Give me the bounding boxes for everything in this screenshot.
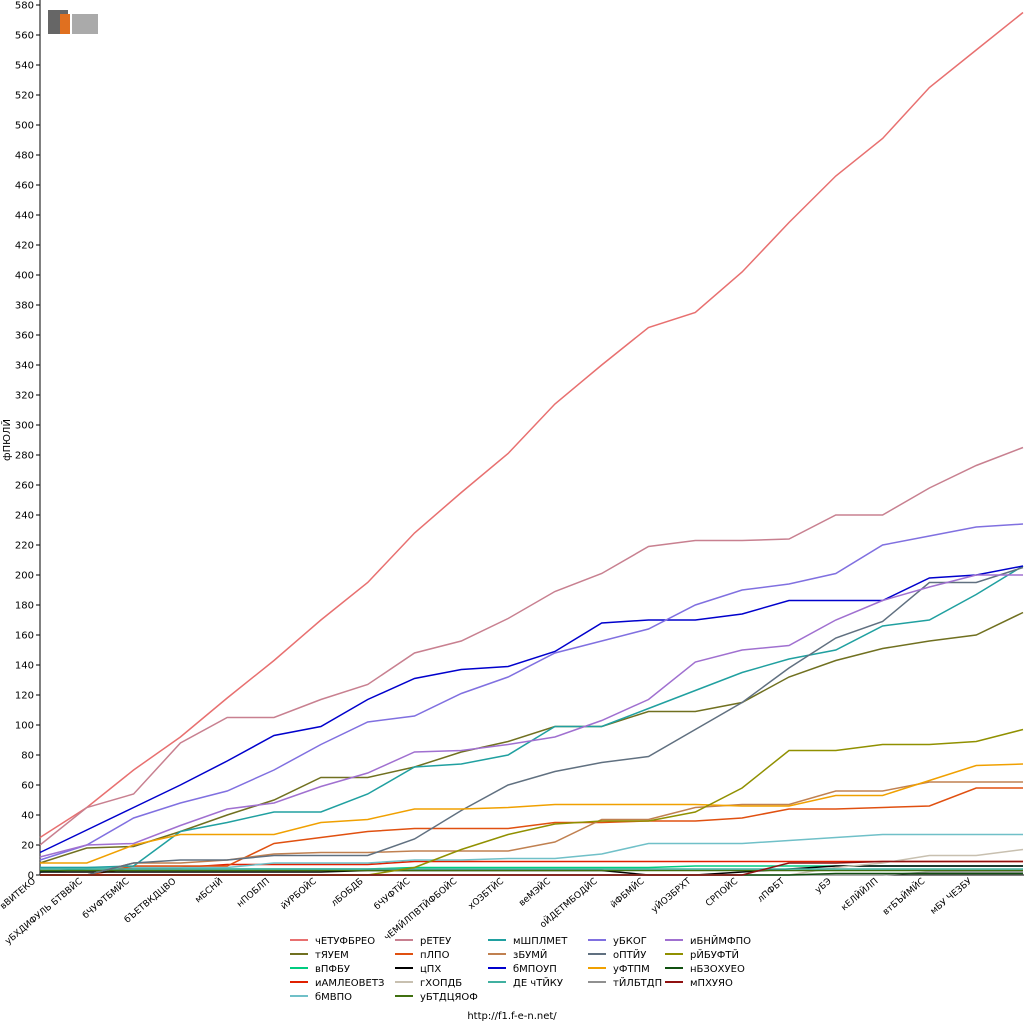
x-tick-label: йФБМЙС bbox=[608, 875, 647, 910]
y-tick-label: 220 bbox=[15, 541, 34, 552]
x-tick-label: уБЭ bbox=[814, 877, 834, 896]
x-tick-label: мБУ ЧЕЗБУ bbox=[929, 876, 975, 917]
x-tick-label: мБСНЙ bbox=[192, 875, 225, 905]
legend-label: мШПЛМЕТ bbox=[513, 936, 568, 947]
y-tick-label: 520 bbox=[15, 91, 34, 102]
legend-label: бМВПО bbox=[315, 992, 352, 1003]
x-tick-label: бЧУФТЙС bbox=[371, 875, 412, 912]
y-tick-label: 480 bbox=[15, 151, 34, 162]
series-line bbox=[40, 566, 1024, 876]
legend-label: ДЕ чТЙКУ bbox=[513, 976, 563, 989]
logo-block bbox=[72, 14, 98, 34]
legend-label: иАМЛЕОВЕТЗ bbox=[315, 978, 384, 989]
y-tick-label: 500 bbox=[15, 121, 34, 132]
series-line bbox=[39, 446, 1024, 846]
series-line bbox=[39, 565, 1024, 854]
x-tick-label: йУРБОЙС bbox=[278, 875, 319, 912]
x-tick-label: вВИТЕКО bbox=[0, 877, 38, 912]
x-tick-label: бЧУФТБМЙС bbox=[80, 875, 132, 921]
legend-label: зБУМЙ bbox=[513, 948, 547, 961]
x-tick-label: чЕМЙЛПВТЙФБОЙС bbox=[381, 875, 459, 943]
series-line bbox=[40, 787, 1023, 876]
legend-label: тЯУЕМ bbox=[315, 950, 349, 961]
y-tick-label: 320 bbox=[15, 391, 34, 402]
y-tick-label: 280 bbox=[15, 451, 34, 462]
y-tick-label: 180 bbox=[15, 601, 34, 612]
legend-label: цПХ bbox=[420, 964, 441, 975]
x-tick-label: уБХДИФУЛЬ БТВВЙС bbox=[2, 875, 84, 947]
x-tick-label: лБОБДБ bbox=[330, 877, 366, 909]
legend-label: вПФБУ bbox=[315, 964, 350, 975]
legend-label: рЙБУФТЙ bbox=[690, 948, 739, 961]
y-tick-label: 160 bbox=[15, 631, 34, 642]
y-tick-label: 120 bbox=[15, 691, 34, 702]
legend-label: бМПОУП bbox=[513, 964, 557, 975]
y-tick-label: 360 bbox=[15, 331, 34, 342]
x-tick-label: втБЪЙМЙС bbox=[880, 875, 927, 917]
y-tick-label: 400 bbox=[15, 271, 34, 282]
legend-label: нБЗОХУЕО bbox=[690, 964, 745, 975]
footer: http://f1.f-e-n.net/ bbox=[467, 1011, 557, 1022]
y-tick-label: 20 bbox=[21, 841, 34, 852]
y-tick-label: 580 bbox=[15, 1, 34, 12]
y-axis-title: фПЮЛЙ bbox=[0, 419, 13, 461]
x-tick-label: СРПОЙС bbox=[703, 875, 740, 909]
series-line bbox=[39, 574, 1023, 858]
x-tick-label: нПОБЛП bbox=[235, 877, 272, 910]
legend-label: уФТПМ bbox=[613, 964, 650, 975]
legend-label: уБТДЦЯОФ bbox=[420, 992, 478, 1003]
y-tick-label: 260 bbox=[15, 481, 34, 492]
y-tick-label: 440 bbox=[15, 211, 34, 222]
logo bbox=[48, 10, 98, 34]
x-tick-label: кЕЛЙЙЛП bbox=[838, 875, 880, 913]
legend-label: рЕТЕУ bbox=[420, 936, 451, 947]
legend-label: мПХУЯО bbox=[690, 978, 733, 989]
legend-label: иБНЙМФПО bbox=[690, 934, 751, 947]
legend-label: оПТЙУ bbox=[613, 948, 646, 961]
x-tick-label: лПФБТ bbox=[756, 876, 787, 905]
series-line bbox=[40, 728, 1024, 876]
y-tick-label: 100 bbox=[15, 721, 34, 732]
series-line bbox=[40, 781, 1023, 876]
y-tick-label: 460 bbox=[15, 181, 34, 192]
logo-block bbox=[60, 14, 70, 34]
series-line bbox=[40, 860, 1023, 876]
legend-label: пЛПО bbox=[420, 950, 450, 961]
x-tick-label: веМЭЙС bbox=[516, 875, 553, 909]
y-tick-label: 420 bbox=[15, 241, 34, 252]
y-tick-label: 60 bbox=[21, 781, 34, 792]
legend-label: чЕТУФБРЕО bbox=[315, 936, 375, 947]
y-tick-label: 560 bbox=[15, 31, 34, 42]
series-line bbox=[39, 11, 1024, 839]
series-line bbox=[40, 763, 1024, 864]
y-tick-label: 80 bbox=[21, 751, 34, 762]
legend-label: уБКОГ bbox=[613, 936, 647, 947]
y-tick-label: 540 bbox=[15, 61, 34, 72]
series-line bbox=[39, 523, 1024, 861]
y-tick-label: 380 bbox=[15, 301, 34, 312]
x-tick-label: уЙОЗБРХТ bbox=[649, 875, 694, 915]
y-tick-label: 40 bbox=[21, 811, 34, 822]
y-tick-label: 140 bbox=[15, 661, 34, 672]
y-tick-label: 240 bbox=[15, 511, 34, 522]
y-tick-label: 340 bbox=[15, 361, 34, 372]
y-tick-label: 0 bbox=[28, 871, 34, 882]
series-line bbox=[40, 833, 1023, 869]
y-tick-label: 300 bbox=[15, 421, 34, 432]
legend-label: тЙЛБТДП bbox=[613, 976, 662, 989]
x-tick-label: хОЗБТЙС bbox=[465, 875, 506, 912]
series-line bbox=[39, 611, 1024, 864]
legend-label: гХОПДБ bbox=[420, 978, 462, 989]
y-tick-label: 200 bbox=[15, 571, 34, 582]
